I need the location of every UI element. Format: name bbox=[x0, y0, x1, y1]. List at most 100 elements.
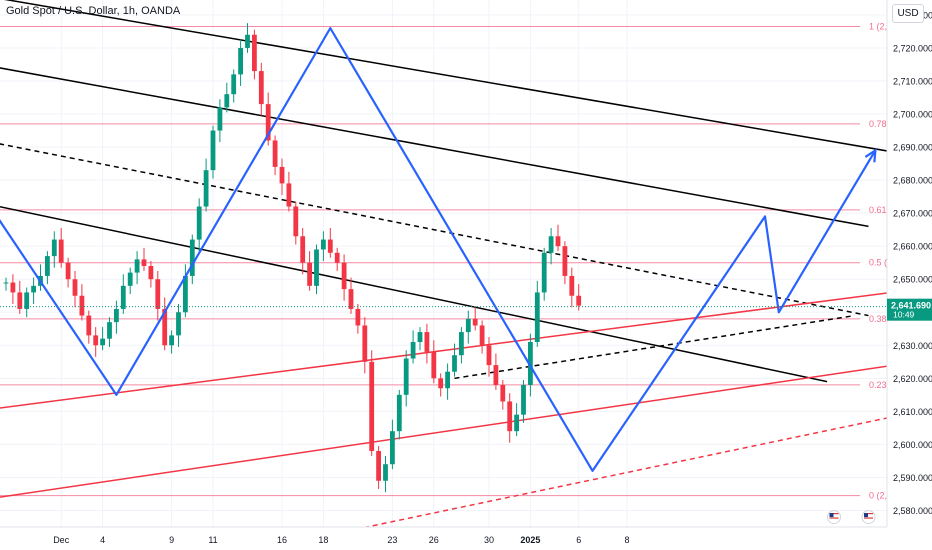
last-price-value: 2,641.690 bbox=[891, 301, 931, 311]
candle-up bbox=[452, 355, 457, 372]
pattern-path[interactable] bbox=[0, 27, 877, 472]
candle-down bbox=[369, 361, 375, 452]
candle-up bbox=[238, 47, 243, 75]
arrow-head bbox=[864, 148, 877, 163]
candle-up bbox=[51, 239, 57, 257]
last-price-badge[interactable] bbox=[887, 298, 932, 321]
price-tick-label: 2,630.000 bbox=[893, 341, 932, 351]
candlesticks bbox=[3, 23, 582, 493]
time-tick-label: 11 bbox=[208, 535, 217, 545]
time-tick-label: 16 bbox=[277, 535, 287, 545]
candle-down bbox=[348, 289, 354, 309]
candle-down bbox=[507, 401, 513, 432]
flag-stripe bbox=[829, 517, 839, 519]
candle-down bbox=[569, 275, 575, 296]
candle-up bbox=[224, 94, 230, 108]
time-tick-label: 9 bbox=[169, 535, 174, 545]
time-tick-label: 18 bbox=[318, 535, 328, 545]
flag-stripe bbox=[829, 519, 839, 521]
candle-up bbox=[3, 282, 9, 284]
candle-down bbox=[293, 206, 299, 237]
price-tick-label: 2,720.000 bbox=[893, 43, 932, 53]
flag-canton bbox=[829, 513, 834, 518]
candle-up bbox=[45, 256, 50, 276]
flag-canton bbox=[864, 513, 868, 518]
candle-up bbox=[445, 371, 450, 389]
candle-up bbox=[203, 170, 209, 207]
candle-up bbox=[24, 292, 30, 309]
candle-down bbox=[300, 236, 306, 263]
candle-down bbox=[472, 318, 478, 326]
bar-countdown: 10:49 bbox=[893, 310, 915, 320]
symbol-title: Gold Spot / U.S. Dollar, 1h, OANDA bbox=[6, 5, 181, 17]
candle-down bbox=[279, 166, 285, 184]
trendline[interactable] bbox=[0, 288, 917, 409]
price-tick-label: 2,680.000 bbox=[893, 176, 932, 186]
candle-up bbox=[134, 259, 140, 273]
candle-up bbox=[465, 318, 471, 333]
currency-button[interactable]: USD bbox=[892, 4, 924, 23]
fib-level-label: 0.236 bbox=[869, 380, 892, 390]
candle-down bbox=[334, 252, 340, 263]
flag-stripe bbox=[864, 519, 873, 521]
candle-down bbox=[576, 295, 582, 306]
candle-down bbox=[424, 332, 430, 352]
us-flag-icon[interactable] bbox=[861, 510, 876, 525]
trendline[interactable] bbox=[0, 361, 917, 498]
trendline[interactable] bbox=[0, 0, 904, 155]
flag-stripe bbox=[864, 513, 873, 515]
trendline[interactable] bbox=[0, 67, 869, 228]
candle-down bbox=[141, 259, 147, 266]
price-tick-label: 2,590.000 bbox=[893, 473, 932, 483]
candle-down bbox=[307, 262, 312, 286]
candle-down bbox=[258, 71, 264, 105]
candle-down bbox=[72, 279, 78, 296]
candle-up bbox=[31, 285, 36, 293]
candle-down bbox=[376, 451, 381, 481]
candle-down bbox=[362, 325, 368, 362]
candle-up bbox=[210, 130, 216, 171]
candle-up bbox=[383, 464, 388, 481]
flag-stripe bbox=[864, 515, 873, 517]
candle-down bbox=[355, 308, 361, 326]
candle-up bbox=[534, 292, 540, 342]
candle-up bbox=[521, 384, 526, 415]
flag-ring bbox=[827, 510, 841, 525]
candle-up bbox=[114, 308, 119, 323]
candle-up bbox=[217, 107, 223, 131]
event-markers[interactable] bbox=[827, 510, 876, 525]
trendline[interactable] bbox=[0, 205, 828, 383]
price-tick-label: 2,700.000 bbox=[893, 110, 932, 120]
flag-stripe bbox=[829, 515, 839, 517]
candle-down bbox=[431, 351, 437, 379]
time-tick-label: 30 bbox=[484, 535, 494, 545]
fib-level-label: 0.382 bbox=[869, 314, 892, 324]
candle-up bbox=[169, 335, 174, 346]
candle-up bbox=[245, 34, 250, 48]
candle-down bbox=[272, 140, 278, 167]
candle-down bbox=[93, 335, 99, 346]
candle-up bbox=[176, 312, 181, 336]
candle-down bbox=[65, 262, 71, 280]
trendline[interactable] bbox=[0, 143, 869, 317]
pattern-polyline[interactable] bbox=[0, 27, 877, 472]
time-tick-label: 8 bbox=[624, 535, 629, 545]
candle-down bbox=[155, 279, 161, 309]
candle-down bbox=[10, 282, 16, 293]
candle-up bbox=[127, 272, 133, 286]
trendline[interactable] bbox=[454, 314, 855, 380]
candle-up bbox=[514, 414, 519, 432]
fib-level-label: 0.786 bbox=[869, 119, 892, 129]
price-tick-label: 2,650.000 bbox=[893, 275, 932, 285]
time-tick-label: 26 bbox=[429, 535, 439, 545]
time-tick-label: 4 bbox=[100, 535, 105, 545]
candle-down bbox=[79, 295, 85, 316]
price-tick-label: 2,600.000 bbox=[893, 440, 932, 450]
candle-up bbox=[120, 285, 126, 309]
flag-ring bbox=[861, 510, 876, 525]
time-tick-label: 23 bbox=[387, 535, 397, 545]
us-flag-icon[interactable] bbox=[827, 510, 841, 525]
price-tick-label: 2,670.000 bbox=[893, 209, 932, 219]
